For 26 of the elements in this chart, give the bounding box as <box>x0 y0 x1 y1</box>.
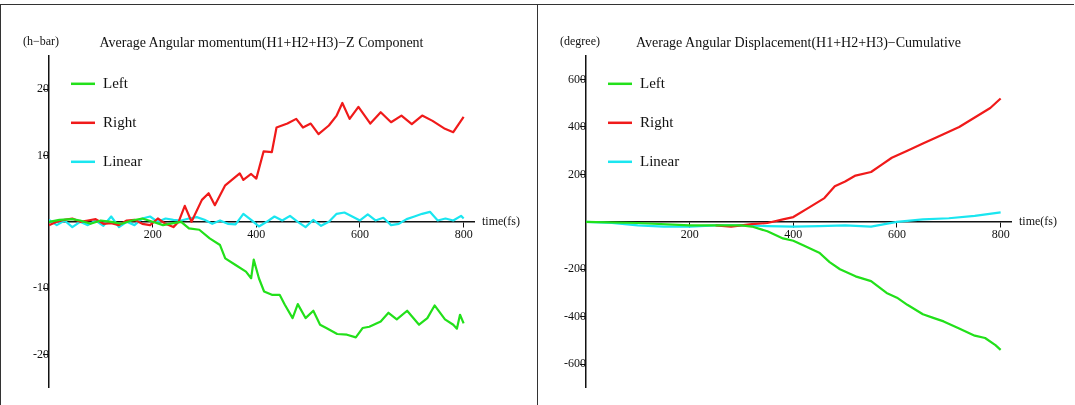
legend-label: Linear <box>103 152 143 169</box>
legend-label: Linear <box>640 152 680 169</box>
x-axis-title: time(fs) <box>1019 213 1057 228</box>
legend-label: Left <box>640 74 666 91</box>
y-tick-label: 400 <box>568 119 586 134</box>
chart-title: Average Angular Displacement(H1+H2+H3)−Cumulative <box>635 35 962 52</box>
legend-label: Right <box>103 113 138 130</box>
x-tick-label: 200 <box>680 227 699 242</box>
y-axis-title: (h−bar) <box>23 33 60 48</box>
y-tick-label: 200 <box>568 166 586 181</box>
x-tick-label: 800 <box>991 227 1010 242</box>
y-tick-label: -400 <box>564 308 586 323</box>
y-tick-label: 600 <box>568 71 586 86</box>
y-tick-label: -600 <box>564 356 586 371</box>
legend-label: Left <box>103 74 129 91</box>
y-axis-title: (degree) <box>560 33 600 48</box>
x-tick-label: 600 <box>887 227 906 242</box>
x-tick-label: 800 <box>454 227 473 242</box>
x-tick-label: 200 <box>143 227 162 242</box>
legend-label: Right <box>640 113 675 130</box>
y-tick-label: -200 <box>564 261 586 276</box>
x-tick-label: 600 <box>350 227 369 242</box>
chart-title: Average Angular momentum(H1+H2+H3)−Z Component <box>99 35 424 52</box>
x-tick-label: 400 <box>247 227 266 242</box>
x-axis-title: time(fs) <box>482 213 520 228</box>
x-tick-label: 400 <box>784 227 803 242</box>
